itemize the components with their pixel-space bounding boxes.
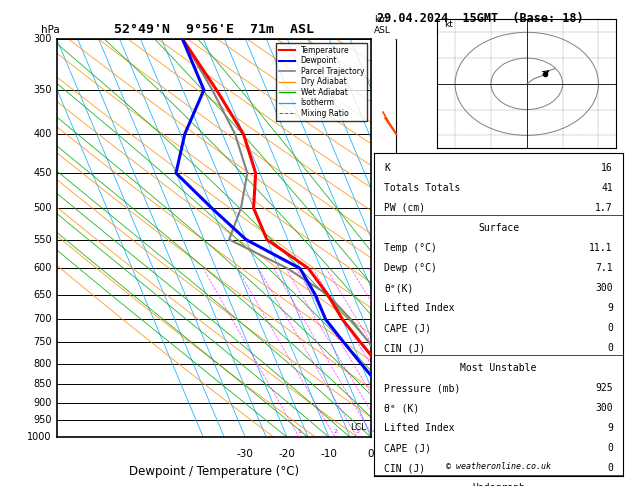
Text: θᵉ(K): θᵉ(K) <box>384 283 414 293</box>
Text: -4: -4 <box>376 264 385 273</box>
Text: 4: 4 <box>372 429 376 434</box>
Text: 950: 950 <box>33 416 52 425</box>
Text: Hodograph: Hodograph <box>472 484 525 486</box>
Text: LCL: LCL <box>350 423 366 432</box>
Text: 1000: 1000 <box>28 433 52 442</box>
Text: Mixing Ratio (g/kg): Mixing Ratio (g/kg) <box>392 198 401 278</box>
Text: CAPE (J): CAPE (J) <box>384 323 431 333</box>
Text: Pressure (mb): Pressure (mb) <box>384 383 460 393</box>
Text: -20: -20 <box>279 450 296 459</box>
Text: θᵉ (K): θᵉ (K) <box>384 403 420 413</box>
Text: 1: 1 <box>298 429 301 434</box>
Text: © weatheronline.co.uk: © weatheronline.co.uk <box>446 463 551 471</box>
Text: 7.1: 7.1 <box>595 263 613 273</box>
Text: 300: 300 <box>595 283 613 293</box>
Legend: Temperature, Dewpoint, Parcel Trajectory, Dry Adiabat, Wet Adiabat, Isotherm, Mi: Temperature, Dewpoint, Parcel Trajectory… <box>276 43 367 121</box>
Text: Lifted Index: Lifted Index <box>384 303 455 313</box>
Text: 400: 400 <box>33 129 52 139</box>
Text: 800: 800 <box>33 359 52 368</box>
Text: -2: -2 <box>376 359 385 368</box>
Text: 650: 650 <box>33 290 52 300</box>
Text: 700: 700 <box>33 314 52 324</box>
Text: 0: 0 <box>607 443 613 453</box>
Text: -1: -1 <box>376 398 385 407</box>
Text: 1.7: 1.7 <box>595 203 613 213</box>
Text: CIN (J): CIN (J) <box>384 343 425 353</box>
Text: -30: -30 <box>237 450 253 459</box>
Title: 52°49'N  9°56'E  71m  ASL: 52°49'N 9°56'E 71m ASL <box>114 23 314 36</box>
Text: Surface: Surface <box>478 223 519 233</box>
Text: PW (cm): PW (cm) <box>384 203 425 213</box>
Text: 0: 0 <box>607 323 613 333</box>
Text: Totals Totals: Totals Totals <box>384 183 460 193</box>
Text: 500: 500 <box>33 203 52 213</box>
Text: kt: kt <box>444 20 454 29</box>
Text: -6: -6 <box>376 169 385 177</box>
Text: 300: 300 <box>595 403 613 413</box>
Text: 850: 850 <box>33 379 52 389</box>
Text: 11.1: 11.1 <box>589 243 613 253</box>
Text: 600: 600 <box>33 263 52 273</box>
Text: 29.04.2024  15GMT  (Base: 18): 29.04.2024 15GMT (Base: 18) <box>377 12 584 25</box>
Text: 750: 750 <box>33 337 52 347</box>
Text: CAPE (J): CAPE (J) <box>384 443 431 453</box>
Text: 300: 300 <box>33 34 52 44</box>
Text: 41: 41 <box>601 183 613 193</box>
Text: Lifted Index: Lifted Index <box>384 423 455 434</box>
Text: K: K <box>384 163 390 173</box>
Text: 5: 5 <box>385 429 389 434</box>
Text: 450: 450 <box>33 168 52 178</box>
Text: 925: 925 <box>595 383 613 393</box>
Text: 3: 3 <box>355 429 359 434</box>
Text: 0: 0 <box>368 450 374 459</box>
Text: 16: 16 <box>601 163 613 173</box>
Text: 9: 9 <box>607 423 613 434</box>
Text: 350: 350 <box>33 85 52 95</box>
Text: 0: 0 <box>607 343 613 353</box>
Text: 2: 2 <box>333 429 337 434</box>
Text: CIN (J): CIN (J) <box>384 463 425 473</box>
Text: Dewpoint / Temperature (°C): Dewpoint / Temperature (°C) <box>129 465 299 478</box>
Text: -5: -5 <box>376 204 385 212</box>
Text: 9: 9 <box>607 303 613 313</box>
Text: Dewp (°C): Dewp (°C) <box>384 263 437 273</box>
Text: -3: -3 <box>376 315 385 324</box>
Text: km
ASL: km ASL <box>374 16 391 35</box>
Text: -7: -7 <box>376 130 385 139</box>
Text: Most Unstable: Most Unstable <box>460 363 537 373</box>
Text: Temp (°C): Temp (°C) <box>384 243 437 253</box>
Text: 0: 0 <box>607 463 613 473</box>
Text: hPa: hPa <box>41 25 60 35</box>
Text: 900: 900 <box>33 398 52 408</box>
Text: 550: 550 <box>33 235 52 244</box>
Text: -8: -8 <box>376 86 385 94</box>
Text: -10: -10 <box>321 450 338 459</box>
